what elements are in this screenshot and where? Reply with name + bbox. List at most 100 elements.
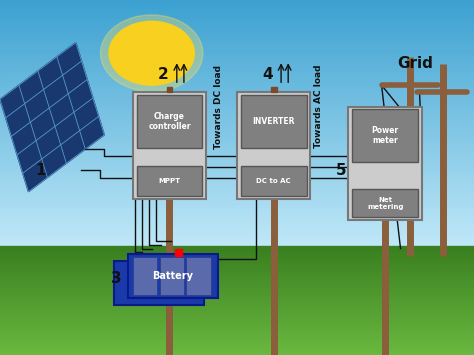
- Bar: [0, 226, 474, 230]
- Bar: [0, 66, 474, 69]
- Text: INVERTER: INVERTER: [253, 117, 295, 126]
- Bar: [0, 347, 474, 350]
- Bar: [0, 101, 474, 104]
- Bar: [0, 13, 474, 16]
- Bar: [0, 314, 474, 317]
- Text: 3: 3: [111, 271, 121, 286]
- Bar: [0, 311, 474, 314]
- Text: Grid: Grid: [397, 56, 433, 71]
- Bar: [0, 160, 474, 164]
- Bar: [0, 113, 474, 116]
- Bar: [0, 339, 474, 342]
- Bar: [0, 126, 474, 129]
- Bar: [114, 261, 204, 305]
- Bar: [0, 154, 474, 157]
- Bar: [0, 208, 474, 211]
- Bar: [0, 116, 474, 120]
- Bar: [0, 279, 474, 281]
- Bar: [0, 271, 474, 273]
- Bar: [128, 254, 218, 298]
- Bar: [0, 192, 474, 195]
- Bar: [0, 47, 474, 50]
- FancyBboxPatch shape: [137, 166, 202, 196]
- FancyBboxPatch shape: [133, 92, 206, 199]
- Text: 5: 5: [336, 163, 346, 178]
- Text: 4: 4: [263, 67, 273, 82]
- Bar: [0, 262, 474, 265]
- Bar: [0, 245, 474, 248]
- Bar: [0, 145, 474, 148]
- FancyBboxPatch shape: [241, 166, 307, 196]
- Bar: [0, 129, 474, 132]
- Bar: [0, 32, 474, 34]
- Bar: [0, 82, 474, 85]
- Bar: [0, 176, 474, 179]
- Bar: [0, 98, 474, 101]
- Bar: [0, 336, 474, 339]
- Bar: [0, 292, 474, 295]
- Bar: [0, 230, 474, 233]
- Bar: [0, 76, 474, 79]
- Bar: [0, 223, 474, 226]
- Bar: [0, 239, 474, 242]
- Bar: [0, 167, 474, 170]
- Bar: [0, 94, 474, 98]
- Bar: [0, 186, 474, 189]
- Bar: [0, 342, 474, 344]
- Bar: [0, 303, 474, 306]
- Bar: [0, 211, 474, 214]
- Bar: [0, 320, 474, 322]
- Bar: [0, 246, 474, 248]
- Bar: [0, 308, 474, 311]
- Bar: [0, 333, 474, 336]
- FancyBboxPatch shape: [352, 189, 418, 217]
- Text: 1: 1: [35, 163, 46, 178]
- Bar: [0, 268, 474, 271]
- Text: Towards DC load: Towards DC load: [215, 65, 223, 148]
- Bar: [0, 220, 474, 223]
- Text: Net
metering: Net metering: [367, 197, 403, 209]
- Bar: [186, 257, 211, 295]
- Bar: [0, 300, 474, 303]
- Bar: [0, 120, 474, 123]
- Bar: [160, 257, 184, 295]
- Bar: [0, 198, 474, 201]
- Bar: [0, 182, 474, 186]
- Bar: [0, 254, 474, 257]
- FancyBboxPatch shape: [352, 109, 418, 162]
- Bar: [0, 352, 474, 355]
- Text: Power
meter: Power meter: [372, 126, 399, 145]
- Text: Towards AC load: Towards AC load: [314, 65, 323, 148]
- Bar: [0, 189, 474, 192]
- Bar: [0, 38, 474, 41]
- Bar: [0, 204, 474, 208]
- Bar: [0, 295, 474, 297]
- Bar: [0, 44, 474, 47]
- Bar: [0, 110, 474, 113]
- Bar: [0, 328, 474, 331]
- Bar: [0, 6, 474, 10]
- Bar: [0, 41, 474, 44]
- Text: Charge
controller: Charge controller: [148, 112, 191, 131]
- Bar: [0, 306, 474, 308]
- Text: Battery: Battery: [153, 271, 193, 281]
- Bar: [0, 273, 474, 276]
- FancyBboxPatch shape: [348, 106, 422, 220]
- Bar: [0, 3, 474, 6]
- Bar: [0, 233, 474, 236]
- Bar: [0, 195, 474, 198]
- Bar: [0, 201, 474, 204]
- Bar: [0, 179, 474, 182]
- Bar: [0, 287, 474, 289]
- Bar: [0, 242, 474, 245]
- FancyBboxPatch shape: [241, 95, 307, 148]
- Bar: [0, 217, 474, 220]
- Bar: [0, 50, 474, 54]
- Bar: [167, 87, 173, 92]
- Polygon shape: [0, 43, 104, 192]
- Bar: [0, 157, 474, 160]
- Bar: [0, 276, 474, 279]
- Bar: [0, 260, 474, 262]
- Bar: [0, 19, 474, 22]
- Bar: [0, 54, 474, 56]
